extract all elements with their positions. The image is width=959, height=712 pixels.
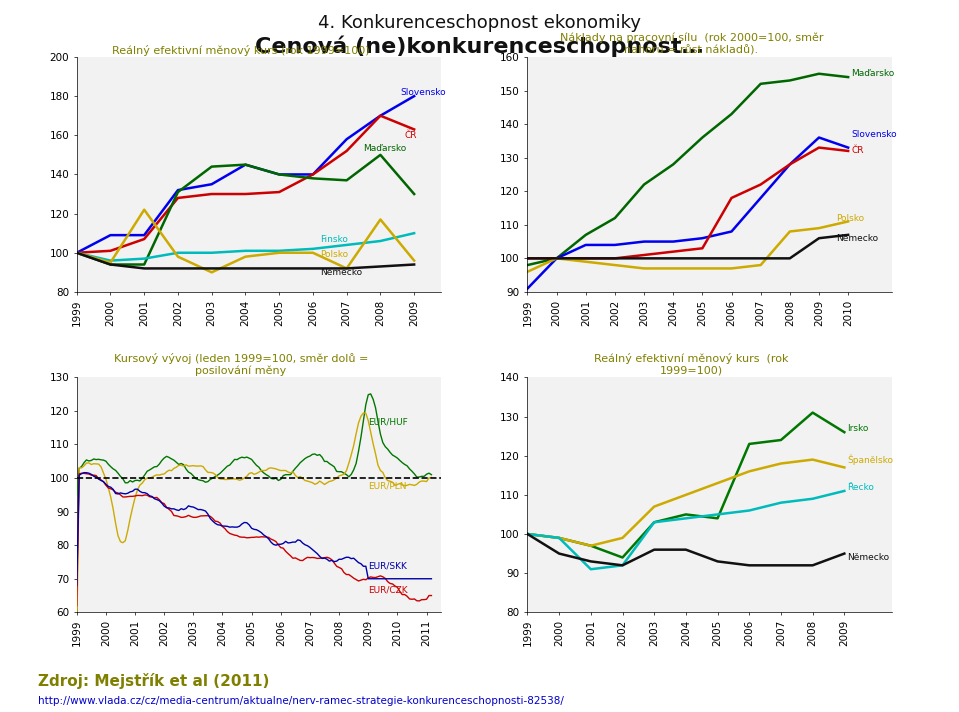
Text: EUR/HUF: EUR/HUF [368, 417, 408, 426]
Text: Reálný efektivní měnový kurs  (rok
1999=100): Reálný efektivní měnový kurs (rok 1999=1… [595, 353, 788, 376]
Text: Finsko: Finsko [319, 234, 347, 244]
Text: Řecko: Řecko [848, 483, 875, 491]
Text: Německo: Německo [319, 268, 362, 277]
Text: Slovensko: Slovensko [851, 130, 897, 139]
Text: EUR/PLN: EUR/PLN [368, 481, 407, 490]
Text: Reálný efektivní měnový kurs (rok 1999=100): Reálný efektivní měnový kurs (rok 1999=1… [112, 45, 369, 56]
Text: Kursový vývoj (leden 1999=100, směr dolů =
posilování měny: Kursový vývoj (leden 1999=100, směr dolů… [113, 352, 368, 376]
Text: Cenová (ne)konkurenceschopnost…: Cenová (ne)konkurenceschopnost… [255, 36, 704, 57]
Text: Polsko: Polsko [836, 214, 865, 223]
Text: ČR: ČR [851, 147, 863, 155]
Text: Slovensko: Slovensko [401, 88, 446, 97]
Text: EUR/SKK: EUR/SKK [368, 562, 408, 571]
Text: Maďarsko: Maďarsko [363, 145, 407, 154]
Text: http://www.vlada.cz/cz/media-centrum/aktualne/nerv-ramec-strategie-konkurencesch: http://www.vlada.cz/cz/media-centrum/akt… [38, 696, 564, 706]
Text: EUR/CZK: EUR/CZK [368, 585, 408, 595]
Text: Zdroj: Mejstřík et al (2011): Zdroj: Mejstřík et al (2011) [38, 673, 269, 689]
Text: Náklady na pracovní sílu  (rok 2000=100, směr
nahoru = růst nákladů).: Náklady na pracovní sílu (rok 2000=100, … [560, 33, 823, 56]
Text: Polsko: Polsko [319, 250, 348, 259]
Text: ČR: ČR [404, 131, 416, 140]
Text: Německo: Německo [836, 234, 878, 243]
Text: Maďarsko: Maďarsko [851, 69, 895, 78]
Text: Irsko: Irsko [848, 424, 869, 433]
Text: Španělsko: Španělsko [848, 454, 894, 465]
Text: 4. Konkurenceschopnost ekonomiky: 4. Konkurenceschopnost ekonomiky [318, 14, 641, 32]
Text: Německo: Německo [848, 553, 890, 562]
